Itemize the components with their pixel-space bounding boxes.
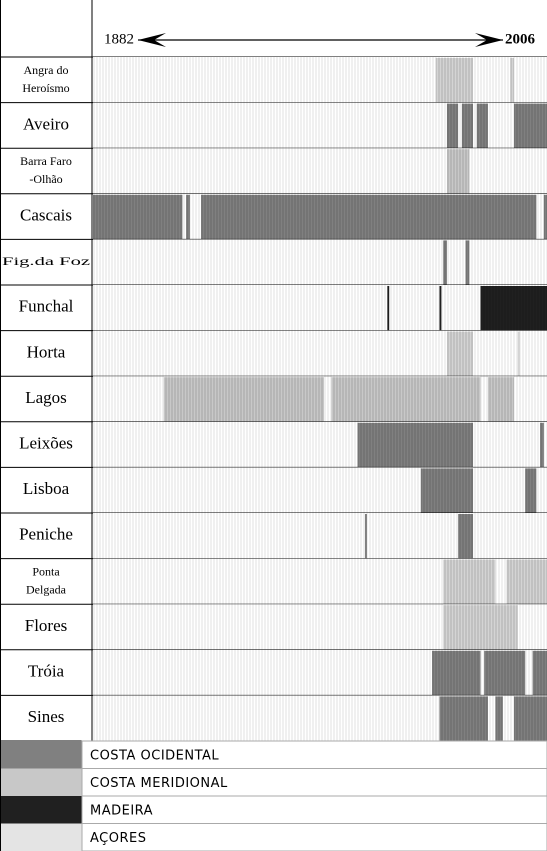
legend-label: AÇORES (90, 831, 146, 846)
data-period-hatch (443, 559, 496, 605)
data-period-hatch (458, 514, 474, 559)
data-period-hatch (517, 331, 520, 377)
data-period-hatch (465, 240, 470, 285)
row-background (93, 467, 547, 513)
data-period-hatch (510, 58, 515, 103)
legend-swatch (1, 796, 82, 824)
data-period-hatch (93, 194, 183, 240)
legend-label: COSTA OCIDENTAL (90, 748, 219, 763)
row-background (93, 57, 547, 103)
row-label: Aveiro (23, 114, 69, 133)
row-label: Tróia (28, 662, 65, 681)
row-label: Angra do Heroísmo (22, 63, 69, 95)
row-label: Peniche (19, 525, 73, 544)
data-period-hatch (435, 58, 474, 103)
data-period-hatch (446, 331, 474, 377)
data-period-hatch (446, 149, 470, 194)
row-background (93, 330, 547, 377)
row-label: Leixões (19, 434, 73, 453)
row-label: Lisboa (23, 479, 70, 498)
data-period-hatch (484, 650, 526, 696)
data-period-hatch (495, 696, 503, 741)
legend-cell (81, 823, 547, 851)
data-period-hatch (461, 103, 474, 149)
row-label: Sines (28, 707, 65, 726)
row-background (93, 239, 547, 285)
legend-swatch (1, 741, 82, 769)
row-background (93, 285, 547, 331)
data-period-hatch (357, 422, 474, 468)
data-period-hatch (525, 468, 537, 513)
data-period-hatch (480, 286, 547, 331)
data-period-hatch (514, 696, 547, 741)
data-period-hatch (532, 650, 547, 696)
legend-label: MADEIRA (90, 803, 153, 818)
data-period-hatch (201, 194, 537, 240)
data-period-hatch (543, 194, 547, 240)
data-period-hatch (163, 377, 324, 422)
arrowhead (138, 33, 166, 47)
data-period-hatch (439, 286, 442, 331)
data-period-hatch (443, 240, 447, 285)
data-period-hatch (514, 103, 547, 149)
row-label: Horta (27, 342, 66, 361)
data-period-hatch (331, 377, 481, 422)
legend-cell (81, 740, 547, 769)
row-label: Flores (25, 616, 68, 635)
data-period-hatch (506, 559, 547, 605)
data-period-hatch (387, 286, 390, 331)
row-background (93, 513, 547, 559)
header-bg (0, 0, 547, 57)
row-label: Funchal (19, 297, 74, 316)
row-label: Lagos (25, 388, 67, 407)
data-period-hatch (186, 194, 190, 240)
data-period-hatch (487, 377, 515, 422)
arrowhead (475, 33, 503, 47)
data-period-hatch (540, 422, 544, 468)
row-label: Barra Faro -Olhão (20, 154, 72, 186)
x-tick-label: 2006 (505, 31, 536, 47)
x-tick-label: 1882 (104, 31, 134, 47)
legend-swatch (1, 768, 82, 796)
row-background (93, 421, 547, 468)
data-period-hatch (443, 605, 518, 650)
data-period-hatch (439, 696, 488, 741)
row-label: Ponta Delgada (26, 564, 67, 596)
legend-label: COSTA MERIDIONAL (90, 776, 228, 791)
data-period-hatch (446, 103, 459, 149)
legend-cell (81, 768, 547, 797)
legend-swatch (1, 823, 82, 851)
row-label: Cascais (20, 206, 72, 225)
data-period-hatch (420, 468, 474, 513)
row-background (93, 148, 547, 194)
data-period-hatch (364, 514, 367, 559)
data-period-hatch (476, 103, 488, 149)
data-period-hatch (432, 650, 481, 696)
row-label: Fig.da Foz (2, 254, 90, 268)
